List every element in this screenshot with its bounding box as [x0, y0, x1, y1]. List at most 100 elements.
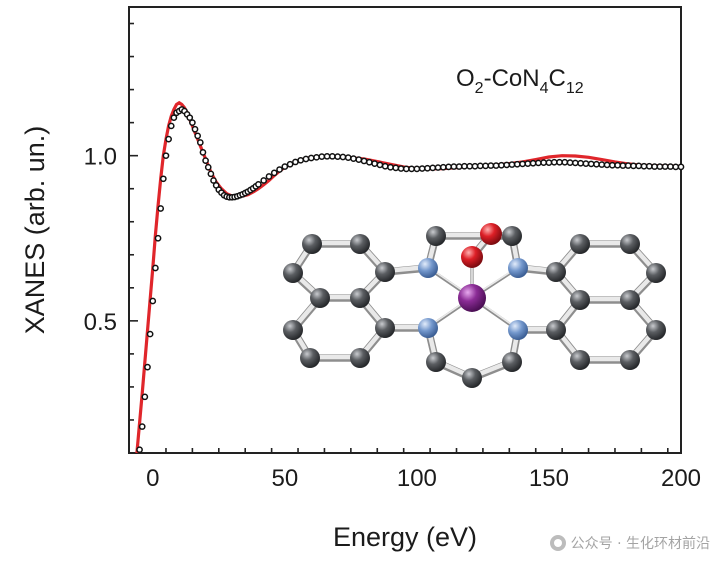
data-point [297, 156, 305, 164]
data-point [640, 162, 648, 170]
data-point [292, 158, 299, 166]
carbon-atom [646, 320, 666, 340]
carbon-atom [300, 348, 320, 368]
data-point [529, 159, 537, 167]
axis-ticks [129, 22, 669, 453]
data-point [392, 164, 400, 172]
data-point [371, 160, 378, 167]
data-point [461, 162, 468, 170]
data-point [281, 163, 289, 170]
data-point [482, 162, 489, 170]
wechat-icon [549, 535, 566, 551]
data-point [598, 161, 606, 168]
data-point [677, 163, 685, 171]
data-point [587, 160, 595, 168]
data-point [619, 162, 627, 169]
carbon-atom [310, 288, 330, 308]
data-point [624, 162, 632, 169]
data-point [672, 163, 680, 171]
data-point [186, 114, 194, 122]
data-point [667, 163, 674, 170]
watermark: 公众号 · 生化环材前沿 [549, 533, 710, 553]
data-point [630, 162, 637, 170]
data-point [540, 159, 548, 166]
data-point [424, 164, 431, 172]
data-point [157, 205, 165, 212]
carbon-atom [350, 288, 370, 308]
data-point [582, 160, 590, 167]
data-point [439, 163, 447, 171]
watermark-text: 公众号 · 生化环材前沿 [570, 536, 710, 552]
carbon-atom [570, 350, 590, 370]
series-red-line [135, 100, 682, 454]
data-point [572, 159, 579, 167]
y-tick-label: 1.0 [84, 144, 117, 171]
data-point [154, 234, 162, 242]
data-point [651, 163, 658, 170]
oxygen-atom [461, 246, 483, 268]
data-point [513, 160, 521, 168]
data-point [270, 169, 278, 177]
data-point [344, 154, 352, 161]
carbon-atom [502, 226, 522, 246]
y-tick-label: 0.5 [84, 309, 117, 336]
data-point [334, 153, 342, 161]
carbon-atom [620, 234, 640, 254]
molecule-inset [283, 223, 666, 388]
data-point [603, 161, 611, 169]
data-point [577, 159, 584, 167]
x-tick-label: 200 [661, 465, 701, 492]
data-point [194, 132, 202, 140]
data-point [476, 162, 484, 170]
data-point [471, 162, 479, 170]
cobalt-atom [458, 284, 486, 312]
data-point [566, 159, 574, 166]
data-point [614, 161, 621, 169]
data-point [204, 163, 212, 171]
data-point [556, 158, 563, 166]
carbon-atom [570, 290, 590, 310]
data-point [434, 164, 442, 171]
data-point [402, 165, 410, 173]
data-point [593, 160, 600, 168]
data-point [450, 163, 458, 170]
carbon-atom [426, 226, 446, 246]
data-point [260, 177, 268, 184]
data-point [170, 114, 178, 122]
data-point [255, 181, 262, 188]
x-tick-label: 100 [397, 465, 437, 492]
x-tick-label: 150 [529, 465, 569, 492]
data-point [144, 363, 151, 371]
x-axis-label: Energy (eV) [333, 522, 477, 552]
data-point [492, 162, 500, 169]
data-point [445, 163, 452, 171]
data-point [487, 162, 495, 169]
carbon-atom [350, 348, 370, 368]
carbon-atom [502, 352, 522, 372]
data-point [355, 156, 363, 163]
data-point [199, 149, 207, 156]
data-point [365, 158, 373, 166]
data-point [265, 173, 273, 180]
nitrogen-atom [418, 318, 438, 338]
nitrogen-atom [418, 258, 438, 278]
data-point [429, 164, 437, 172]
carbon-atom [302, 234, 322, 254]
data-point [381, 162, 389, 170]
data-point [408, 165, 415, 173]
data-point [498, 161, 505, 169]
data-point [545, 159, 553, 166]
data-point [329, 152, 336, 160]
data-point [189, 119, 196, 126]
carbon-atom [350, 234, 370, 254]
carbon-atom [283, 320, 303, 340]
data-point [210, 177, 217, 184]
data-point [196, 139, 204, 146]
data-point [635, 162, 643, 170]
data-point [167, 122, 175, 130]
nitrogen-atom [508, 320, 528, 340]
tick-labels: 0 50 100 150 200 0.5 1.0 [84, 144, 701, 492]
data-point [302, 155, 310, 163]
data-point [207, 170, 215, 178]
